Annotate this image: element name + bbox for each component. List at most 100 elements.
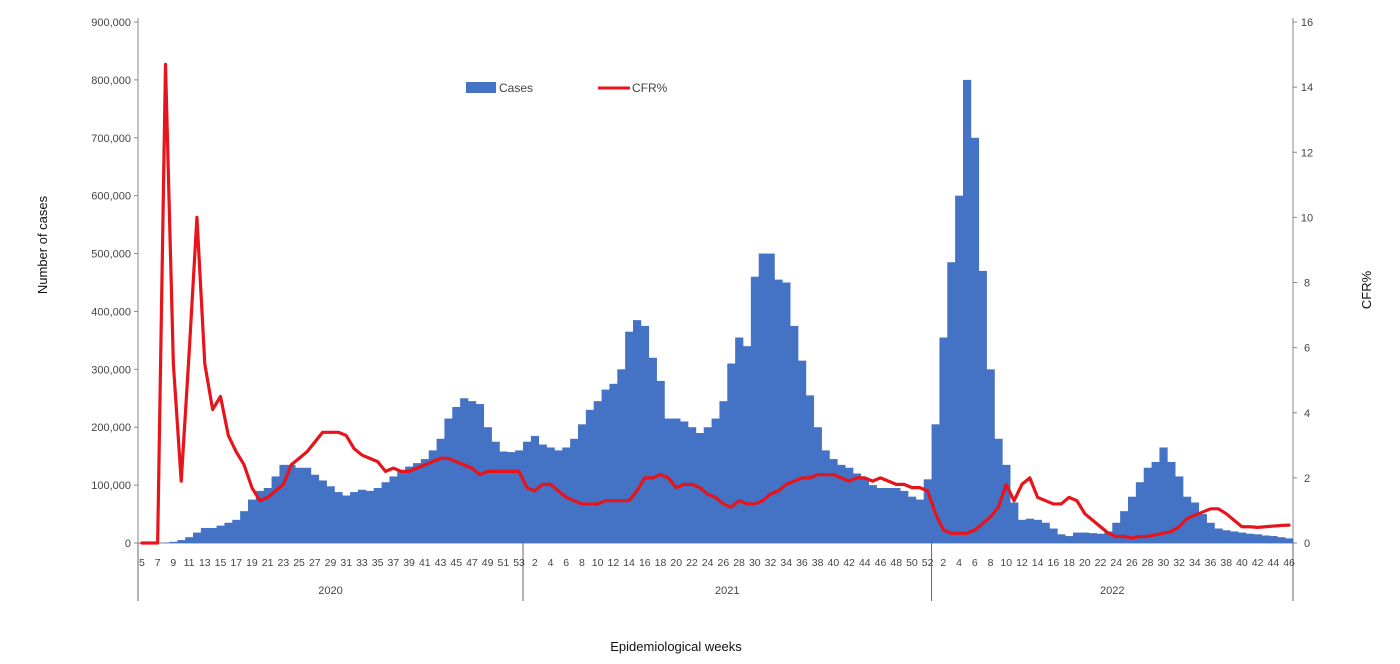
- y-right-tick-label: 12: [1301, 147, 1313, 159]
- cases-bar: [884, 488, 893, 543]
- cases-bar: [680, 421, 689, 543]
- y-left-tick-label: 500,000: [91, 249, 131, 261]
- year-label: 2021: [715, 585, 739, 597]
- cases-bar: [640, 325, 650, 543]
- cases-bar: [358, 489, 367, 543]
- year-label: 2020: [318, 585, 342, 597]
- cases-bar: [735, 337, 744, 543]
- cases-bar: [452, 406, 461, 543]
- y-left-tick-label: 900,000: [91, 17, 131, 29]
- x-week-tick-label: 53: [513, 557, 525, 569]
- cases-bar: [617, 369, 626, 543]
- x-week-tick-label: 38: [1220, 557, 1232, 569]
- cases-bar: [892, 488, 901, 543]
- x-week-tick-label: 25: [293, 557, 305, 569]
- y-left-tick-label: 200,000: [91, 422, 131, 434]
- cases-bar: [1010, 502, 1019, 543]
- x-week-tick-label: 18: [655, 557, 667, 569]
- cases-bar: [1128, 496, 1137, 543]
- cases-bar: [703, 427, 712, 543]
- y-right-tick-label: 10: [1301, 212, 1313, 224]
- cases-bar: [1073, 532, 1082, 543]
- cases-bar: [1151, 461, 1160, 543]
- x-week-tick-label: 34: [780, 557, 792, 569]
- x-week-tick-label: 35: [372, 557, 384, 569]
- y-axis-left-title: Number of cases: [35, 195, 50, 294]
- x-week-tick-label: 14: [623, 557, 635, 569]
- x-week-tick-label: 10: [592, 557, 604, 569]
- x-week-tick-label: 31: [340, 557, 352, 569]
- x-week-tick-label: 22: [1095, 557, 1107, 569]
- cases-bar: [405, 466, 414, 543]
- x-week-tick-label: 7: [155, 557, 161, 569]
- cases-bar: [554, 450, 563, 543]
- y-right-tick-label: 16: [1301, 17, 1313, 29]
- legend-cases-label: Cases: [499, 81, 533, 95]
- x-week-tick-label: 30: [1158, 557, 1170, 569]
- x-week-tick-label: 27: [309, 557, 321, 569]
- cases-bar: [248, 499, 257, 543]
- cases-bar: [1080, 532, 1090, 543]
- cases-bar: [287, 464, 296, 543]
- y-axis-right-title: CFR%: [1359, 270, 1374, 309]
- cases-bar: [860, 479, 870, 543]
- cases-bar: [483, 427, 492, 543]
- cases-bar: [334, 492, 343, 543]
- y-right-tick-label: 6: [1304, 343, 1310, 355]
- cases-bar: [915, 499, 925, 543]
- x-week-tick-label: 6: [972, 557, 978, 569]
- x-week-tick-label: 45: [450, 557, 462, 569]
- y-left-tick-label: 300,000: [91, 364, 131, 376]
- y-right-tick-label: 0: [1304, 538, 1310, 550]
- cases-bar: [625, 331, 634, 543]
- y-right-tick-label: 8: [1304, 278, 1310, 290]
- x-week-tick-label: 32: [765, 557, 777, 569]
- cases-bar: [255, 490, 265, 543]
- cases-bar: [947, 262, 956, 543]
- x-week-tick-label: 18: [1063, 557, 1075, 569]
- cases-bar: [318, 480, 327, 543]
- cases-bar: [1285, 538, 1294, 543]
- year-label: 2022: [1100, 585, 1124, 597]
- cases-bar: [805, 395, 815, 543]
- cases-bar: [507, 452, 516, 543]
- cases-bar: [986, 369, 995, 543]
- cases-bar: [1222, 530, 1231, 543]
- cases-bar: [389, 476, 398, 543]
- x-week-tick-label: 21: [262, 557, 274, 569]
- cases-bar: [1206, 522, 1215, 543]
- x-week-tick-label: 8: [579, 557, 585, 569]
- x-week-tick-label: 28: [1142, 557, 1154, 569]
- cases-bar: [585, 409, 595, 543]
- cases-bar: [185, 537, 194, 543]
- x-week-tick-label: 13: [199, 557, 211, 569]
- cases-bar: [515, 450, 524, 543]
- cases-bar: [444, 418, 453, 543]
- cases-bar: [491, 441, 500, 543]
- cases-bar: [1002, 464, 1011, 543]
- y-left-tick-label: 600,000: [91, 191, 131, 203]
- legend-cfr-label: CFR%: [632, 81, 668, 95]
- x-week-tick-label: 20: [670, 557, 682, 569]
- cases-bar: [782, 282, 791, 543]
- cases-bar: [420, 459, 430, 543]
- cases-bar: [1277, 537, 1286, 543]
- x-week-tick-label: 2: [532, 557, 538, 569]
- cases-bar: [853, 473, 862, 543]
- x-week-tick-label: 4: [956, 557, 962, 569]
- x-week-tick-label: 42: [1252, 557, 1264, 569]
- cases-bar: [978, 270, 987, 543]
- cases-bar: [350, 492, 359, 543]
- x-week-tick-label: 32: [1173, 557, 1185, 569]
- x-week-tick-label: 47: [466, 557, 478, 569]
- x-week-tick-label: 37: [388, 557, 400, 569]
- cases-bar: [766, 253, 775, 544]
- cases-bar: [1253, 534, 1262, 543]
- x-week-tick-label: 46: [875, 557, 887, 569]
- x-week-tick-label: 8: [988, 557, 994, 569]
- x-week-tick-label: 15: [215, 557, 227, 569]
- cases-bar: [845, 467, 854, 543]
- x-week-tick-label: 16: [639, 557, 651, 569]
- cases-bar: [271, 476, 280, 543]
- cases-bar: [900, 490, 909, 543]
